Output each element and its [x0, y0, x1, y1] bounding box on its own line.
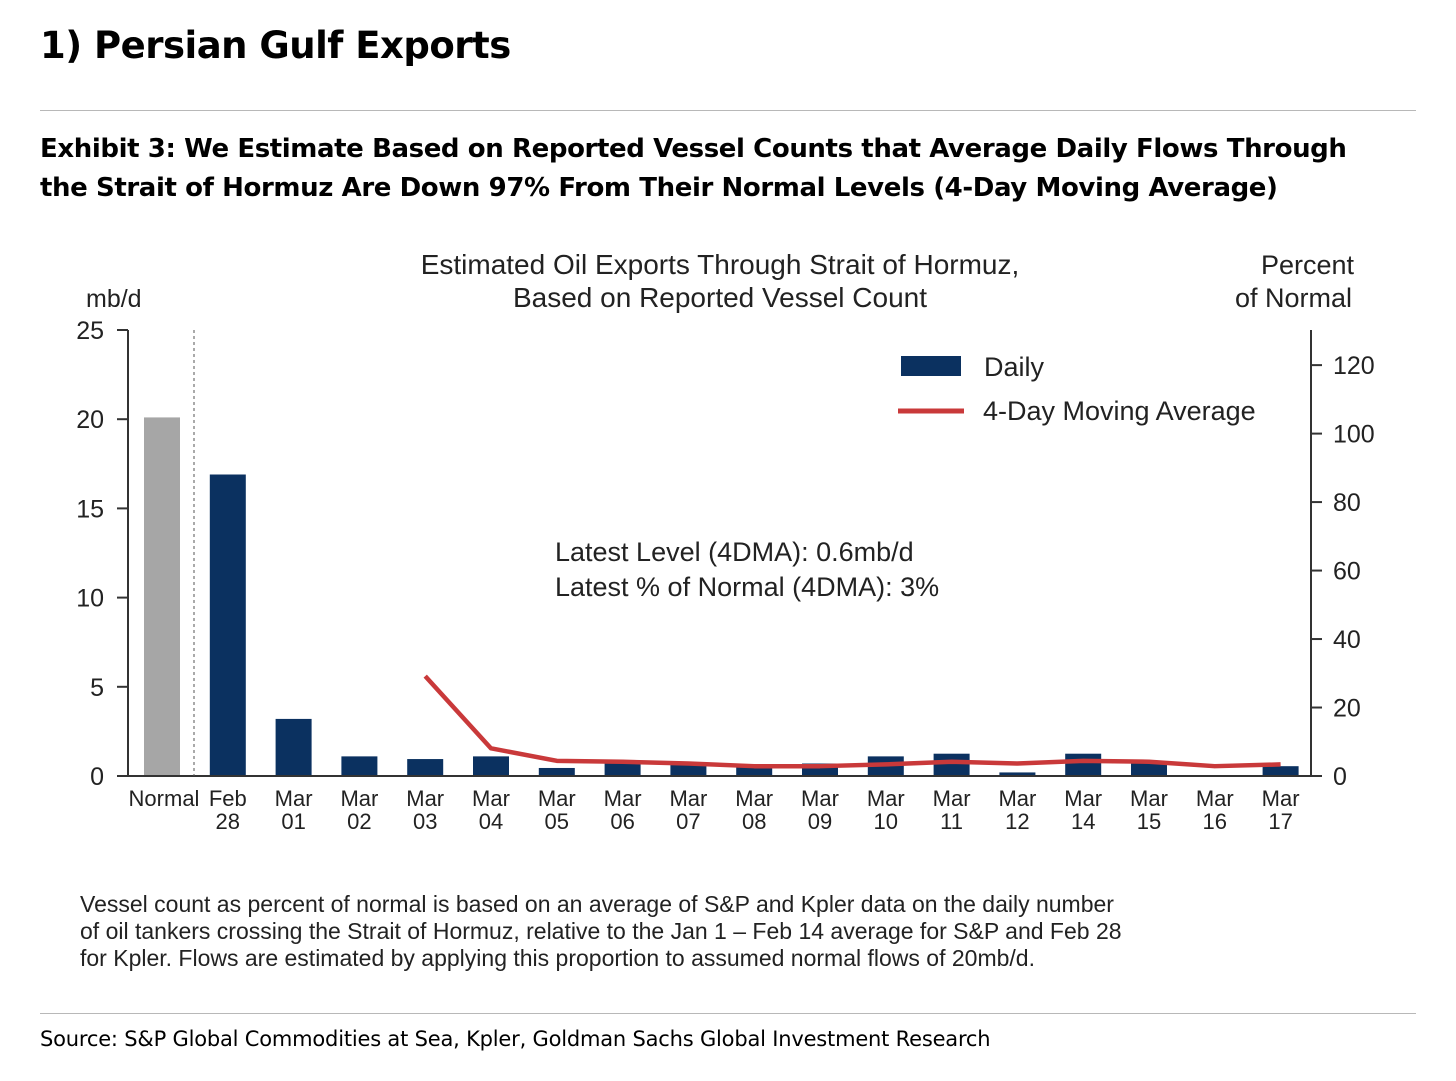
- category-label-line-1: Mar: [275, 786, 313, 811]
- category-label-line-1: Mar: [735, 786, 773, 811]
- daily-bar: [1262, 766, 1299, 776]
- category-label-line-2: 03: [413, 809, 437, 834]
- right-tick-label: 80: [1333, 489, 1361, 517]
- category-label-line-2: 10: [874, 809, 898, 834]
- left-tick-label: 20: [76, 406, 104, 434]
- category-label-line-1: Mar: [1196, 786, 1234, 811]
- oil-exports-chart: Estimated Oil Exports Through Strait of …: [76, 249, 1375, 834]
- left-tick-label: 0: [90, 763, 104, 791]
- footnote-line-2: of oil tankers crossing the Strait of Ho…: [80, 918, 1122, 944]
- category-label-line-1: Mar: [406, 786, 444, 811]
- category-label-line-2: 09: [808, 809, 832, 834]
- daily-bar: [407, 759, 444, 776]
- category-label-line-2: 11: [940, 809, 963, 834]
- footnote-line-1: Vessel count as percent of normal is bas…: [80, 891, 1114, 917]
- left-tick-label: 25: [76, 317, 104, 345]
- category-label-line-1: Mar: [801, 786, 839, 811]
- right-axis-label-line-1: Percent: [1261, 250, 1355, 280]
- left-axis-unit-label: mb/d: [86, 285, 142, 313]
- category-label-line-1: Mar: [669, 786, 707, 811]
- category-label-line-2: 08: [742, 809, 766, 834]
- daily-bar: [341, 756, 378, 776]
- daily-bar: [275, 718, 312, 776]
- moving-average-series: [423, 674, 1281, 769]
- category-label-line-2: 17: [1268, 809, 1292, 834]
- exhibit-title-line-2: the Strait of Hormuz Are Down 97% From T…: [40, 173, 1278, 203]
- category-label-line-2: 02: [347, 809, 371, 834]
- category-labels: Normal Feb28Mar01Mar02Mar03Mar04Mar05Mar0…: [129, 786, 1300, 834]
- daily-bar: [604, 760, 641, 776]
- annotation-latest-percent: Latest % of Normal (4DMA): 3%: [555, 572, 939, 602]
- top-divider: [40, 110, 1416, 111]
- right-tick-label: 0: [1333, 763, 1347, 791]
- daily-bar: [1131, 761, 1167, 776]
- category-label-line-1: Mar: [472, 786, 510, 811]
- chart-title-line-2: Based on Reported Vessel Count: [513, 282, 927, 313]
- right-tick-label: 20: [1333, 695, 1361, 723]
- left-tick-label: 10: [76, 585, 104, 613]
- section-title: 1) Persian Gulf Exports: [40, 24, 511, 67]
- annotation-latest-level: Latest Level (4DMA): 0.6mb/d: [555, 537, 914, 567]
- category-label-line-1: Mar: [867, 786, 905, 811]
- category-label-line-1: Mar: [1064, 786, 1102, 811]
- right-axis-label-line-2: of Normal: [1235, 283, 1352, 313]
- category-label-line-2: 14: [1071, 809, 1095, 834]
- left-tick-label: 15: [76, 495, 104, 523]
- category-label-line-2: 04: [479, 809, 503, 834]
- left-tick-label: 5: [90, 674, 104, 702]
- category-label-line-1: Normal: [129, 786, 200, 811]
- daily-bar: [999, 772, 1036, 776]
- right-tick-label: 60: [1333, 558, 1361, 586]
- category-label-line-1: Mar: [340, 786, 378, 811]
- daily-bar: [473, 756, 509, 776]
- right-axis-ticks: 0 20 40 60 80 100 120: [1311, 352, 1375, 791]
- category-label-line-1: Mar: [538, 786, 576, 811]
- category-label-line-1: Mar: [1130, 786, 1168, 811]
- footnote-line-3: for Kpler. Flows are estimated by applyi…: [80, 945, 1035, 971]
- right-tick-label: 120: [1333, 352, 1375, 380]
- moving-average-line: [423, 674, 1281, 769]
- daily-bar: [538, 767, 575, 776]
- category-label-line-2: 06: [610, 809, 634, 834]
- daily-bar: [736, 766, 773, 776]
- category-label-line-1: Mar: [933, 786, 971, 811]
- left-axis-ticks: 0 5 10 15 20 25: [76, 317, 128, 791]
- exhibit-title-line-1: Exhibit 3: We Estimate Based on Reported…: [40, 134, 1347, 164]
- daily-bar: [209, 474, 246, 776]
- category-label-line-1: Mar: [1262, 786, 1300, 811]
- category-label-line-2: 28: [216, 809, 240, 834]
- bar-series: [144, 417, 1299, 776]
- bottom-divider: [40, 1013, 1416, 1014]
- category-label-line-2: 16: [1203, 809, 1227, 834]
- legend-daily-swatch: [901, 356, 961, 376]
- daily-bar: [933, 753, 970, 776]
- normal-bar: [144, 417, 180, 776]
- legend-daily-label: Daily: [984, 352, 1045, 382]
- category-label-line-2: 05: [545, 809, 569, 834]
- category-label-line-2: 07: [676, 809, 700, 834]
- right-tick-label: 100: [1333, 421, 1375, 449]
- chart-title-line-1: Estimated Oil Exports Through Strait of …: [421, 249, 1020, 280]
- category-label-line-2: 15: [1137, 809, 1161, 834]
- daily-bar: [1065, 753, 1102, 776]
- category-label-line-2: 01: [281, 809, 305, 834]
- category-label-line-1: Feb: [209, 786, 247, 811]
- source-citation: Source: S&P Global Commodities at Sea, K…: [40, 1027, 991, 1051]
- legend-moving-average-label: 4-Day Moving Average: [983, 396, 1256, 426]
- right-tick-label: 40: [1333, 626, 1361, 654]
- category-label-line-1: Mar: [998, 786, 1036, 811]
- chart-footnote: Vessel count as percent of normal is bas…: [80, 891, 1340, 972]
- chart-legend: Daily 4-Day Moving Average: [898, 352, 1256, 426]
- category-label-line-2: 12: [1005, 809, 1029, 834]
- daily-bar: [670, 763, 707, 776]
- exhibit-title: Exhibit 3: We Estimate Based on Reported…: [40, 130, 1430, 208]
- category-label-line-1: Mar: [604, 786, 642, 811]
